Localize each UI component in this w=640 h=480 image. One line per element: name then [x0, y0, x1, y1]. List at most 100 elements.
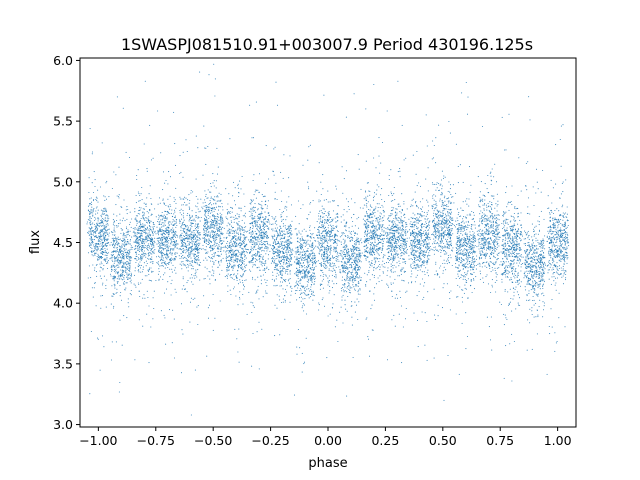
data-point	[191, 231, 193, 233]
data-point	[309, 229, 311, 231]
data-point	[203, 234, 205, 236]
data-point	[123, 280, 126, 283]
data-point	[325, 199, 327, 201]
data-point	[298, 285, 300, 287]
data-point	[295, 272, 297, 274]
data-point	[147, 227, 149, 229]
data-point	[100, 219, 102, 221]
data-point	[220, 246, 222, 248]
data-point	[166, 244, 168, 246]
data-point	[146, 238, 148, 240]
data-point	[191, 236, 193, 238]
data-point	[191, 277, 193, 279]
data-point	[120, 260, 122, 262]
data-point	[295, 215, 297, 217]
data-point	[99, 186, 102, 188]
data-point	[148, 267, 151, 269]
data-point	[262, 257, 264, 259]
data-point	[126, 206, 128, 208]
data-point	[150, 197, 152, 200]
data-point	[268, 178, 270, 180]
data-point	[303, 363, 305, 365]
data-point	[114, 237, 116, 240]
data-point	[104, 232, 106, 234]
data-point	[200, 216, 202, 219]
data-point	[167, 281, 169, 283]
data-point	[96, 337, 99, 339]
data-point	[97, 253, 99, 255]
data-point	[253, 244, 255, 246]
data-point	[286, 258, 288, 260]
data-point	[141, 242, 144, 245]
data-point	[116, 264, 118, 266]
data-point	[229, 264, 231, 266]
data-point	[91, 238, 93, 240]
data-point	[233, 251, 235, 253]
data-point	[298, 261, 300, 263]
data-point	[262, 255, 264, 257]
data-point	[166, 218, 168, 220]
data-point	[194, 258, 196, 260]
data-point	[138, 248, 140, 250]
data-point	[138, 235, 140, 238]
data-point	[232, 181, 235, 183]
data-point	[154, 208, 156, 210]
data-point	[195, 215, 198, 217]
data-point	[130, 282, 132, 284]
data-point	[195, 223, 197, 225]
data-point	[208, 230, 210, 232]
data-point	[310, 260, 312, 262]
data-point	[175, 221, 177, 223]
data-point	[125, 248, 127, 250]
data-point	[87, 219, 89, 221]
data-point	[159, 247, 161, 249]
data-point	[148, 279, 150, 281]
data-point	[282, 251, 284, 253]
data-point	[209, 226, 211, 228]
data-point	[143, 246, 145, 249]
data-point	[106, 256, 108, 259]
data-point	[164, 217, 166, 219]
data-point	[293, 394, 296, 396]
data-point	[222, 209, 224, 211]
data-point	[138, 229, 140, 231]
data-point	[121, 243, 123, 245]
data-point	[144, 236, 146, 238]
data-point	[159, 229, 161, 231]
data-point	[279, 267, 281, 269]
data-point	[163, 262, 166, 265]
data-point	[189, 229, 191, 231]
data-point	[228, 231, 230, 233]
data-point	[152, 227, 154, 229]
data-point	[327, 216, 329, 218]
data-point	[210, 247, 212, 249]
data-point	[151, 243, 153, 245]
data-point	[174, 223, 176, 225]
data-point	[165, 230, 167, 232]
data-point	[143, 208, 145, 210]
data-point	[90, 251, 92, 253]
data-point	[219, 217, 222, 219]
data-point	[257, 213, 260, 216]
data-point	[286, 256, 288, 258]
data-point	[236, 261, 238, 263]
data-point	[170, 239, 172, 241]
data-point	[219, 235, 221, 237]
data-point	[182, 238, 184, 240]
data-point	[208, 239, 210, 241]
data-point	[142, 240, 144, 242]
data-point	[115, 258, 117, 260]
data-point	[190, 189, 192, 192]
data-point	[277, 233, 279, 235]
data-point	[305, 239, 307, 241]
data-point	[221, 214, 223, 216]
data-point	[147, 218, 149, 220]
data-point	[145, 221, 148, 224]
data-point	[171, 238, 173, 240]
data-point	[128, 306, 130, 308]
data-point	[152, 318, 154, 320]
data-point	[130, 274, 133, 276]
data-point	[210, 236, 212, 238]
data-point	[142, 245, 144, 247]
data-point	[305, 274, 307, 276]
